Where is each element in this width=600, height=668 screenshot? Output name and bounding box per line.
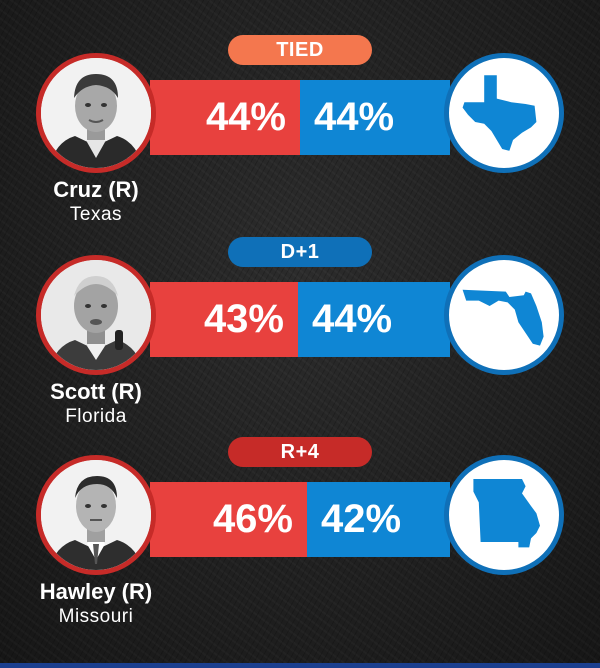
poll-bar: 44% 44%: [150, 80, 450, 155]
candidate-state: Florida: [65, 406, 127, 427]
republican-share: 44%: [150, 80, 300, 155]
florida-map-icon: [444, 255, 564, 375]
texas-map-icon: [444, 53, 564, 173]
race-texas: TIED 44% 44% Cruz (R) Texas: [0, 35, 600, 240]
candidate-name: Hawley (R): [39, 579, 153, 604]
candidate-photo: [36, 455, 156, 575]
margin-badge: TIED: [228, 35, 372, 65]
democrat-share: 44%: [300, 80, 450, 155]
race-florida: D+1 43% 44% Scott (R) Florida: [0, 237, 600, 442]
bottom-band: [0, 663, 600, 668]
poll-bar: 46% 42%: [150, 482, 450, 557]
race-missouri: R+4 46% 42% Hawley (R) Missouri: [0, 437, 600, 642]
poll-bar: 43% 44%: [150, 282, 450, 357]
margin-badge: R+4: [228, 437, 372, 467]
missouri-map-icon: [444, 455, 564, 575]
candidate-photo: [36, 53, 156, 173]
democrat-share: 44%: [298, 282, 450, 357]
candidate-name: Cruz (R): [53, 177, 139, 202]
candidate-state: Texas: [69, 204, 123, 225]
candidate-photo: [36, 255, 156, 375]
republican-share: 46%: [150, 482, 307, 557]
candidate-name: Scott (R): [50, 379, 142, 404]
republican-share: 43%: [150, 282, 298, 357]
candidate-state: Missouri: [58, 606, 134, 627]
democrat-share: 42%: [307, 482, 450, 557]
margin-badge: D+1: [228, 237, 372, 267]
